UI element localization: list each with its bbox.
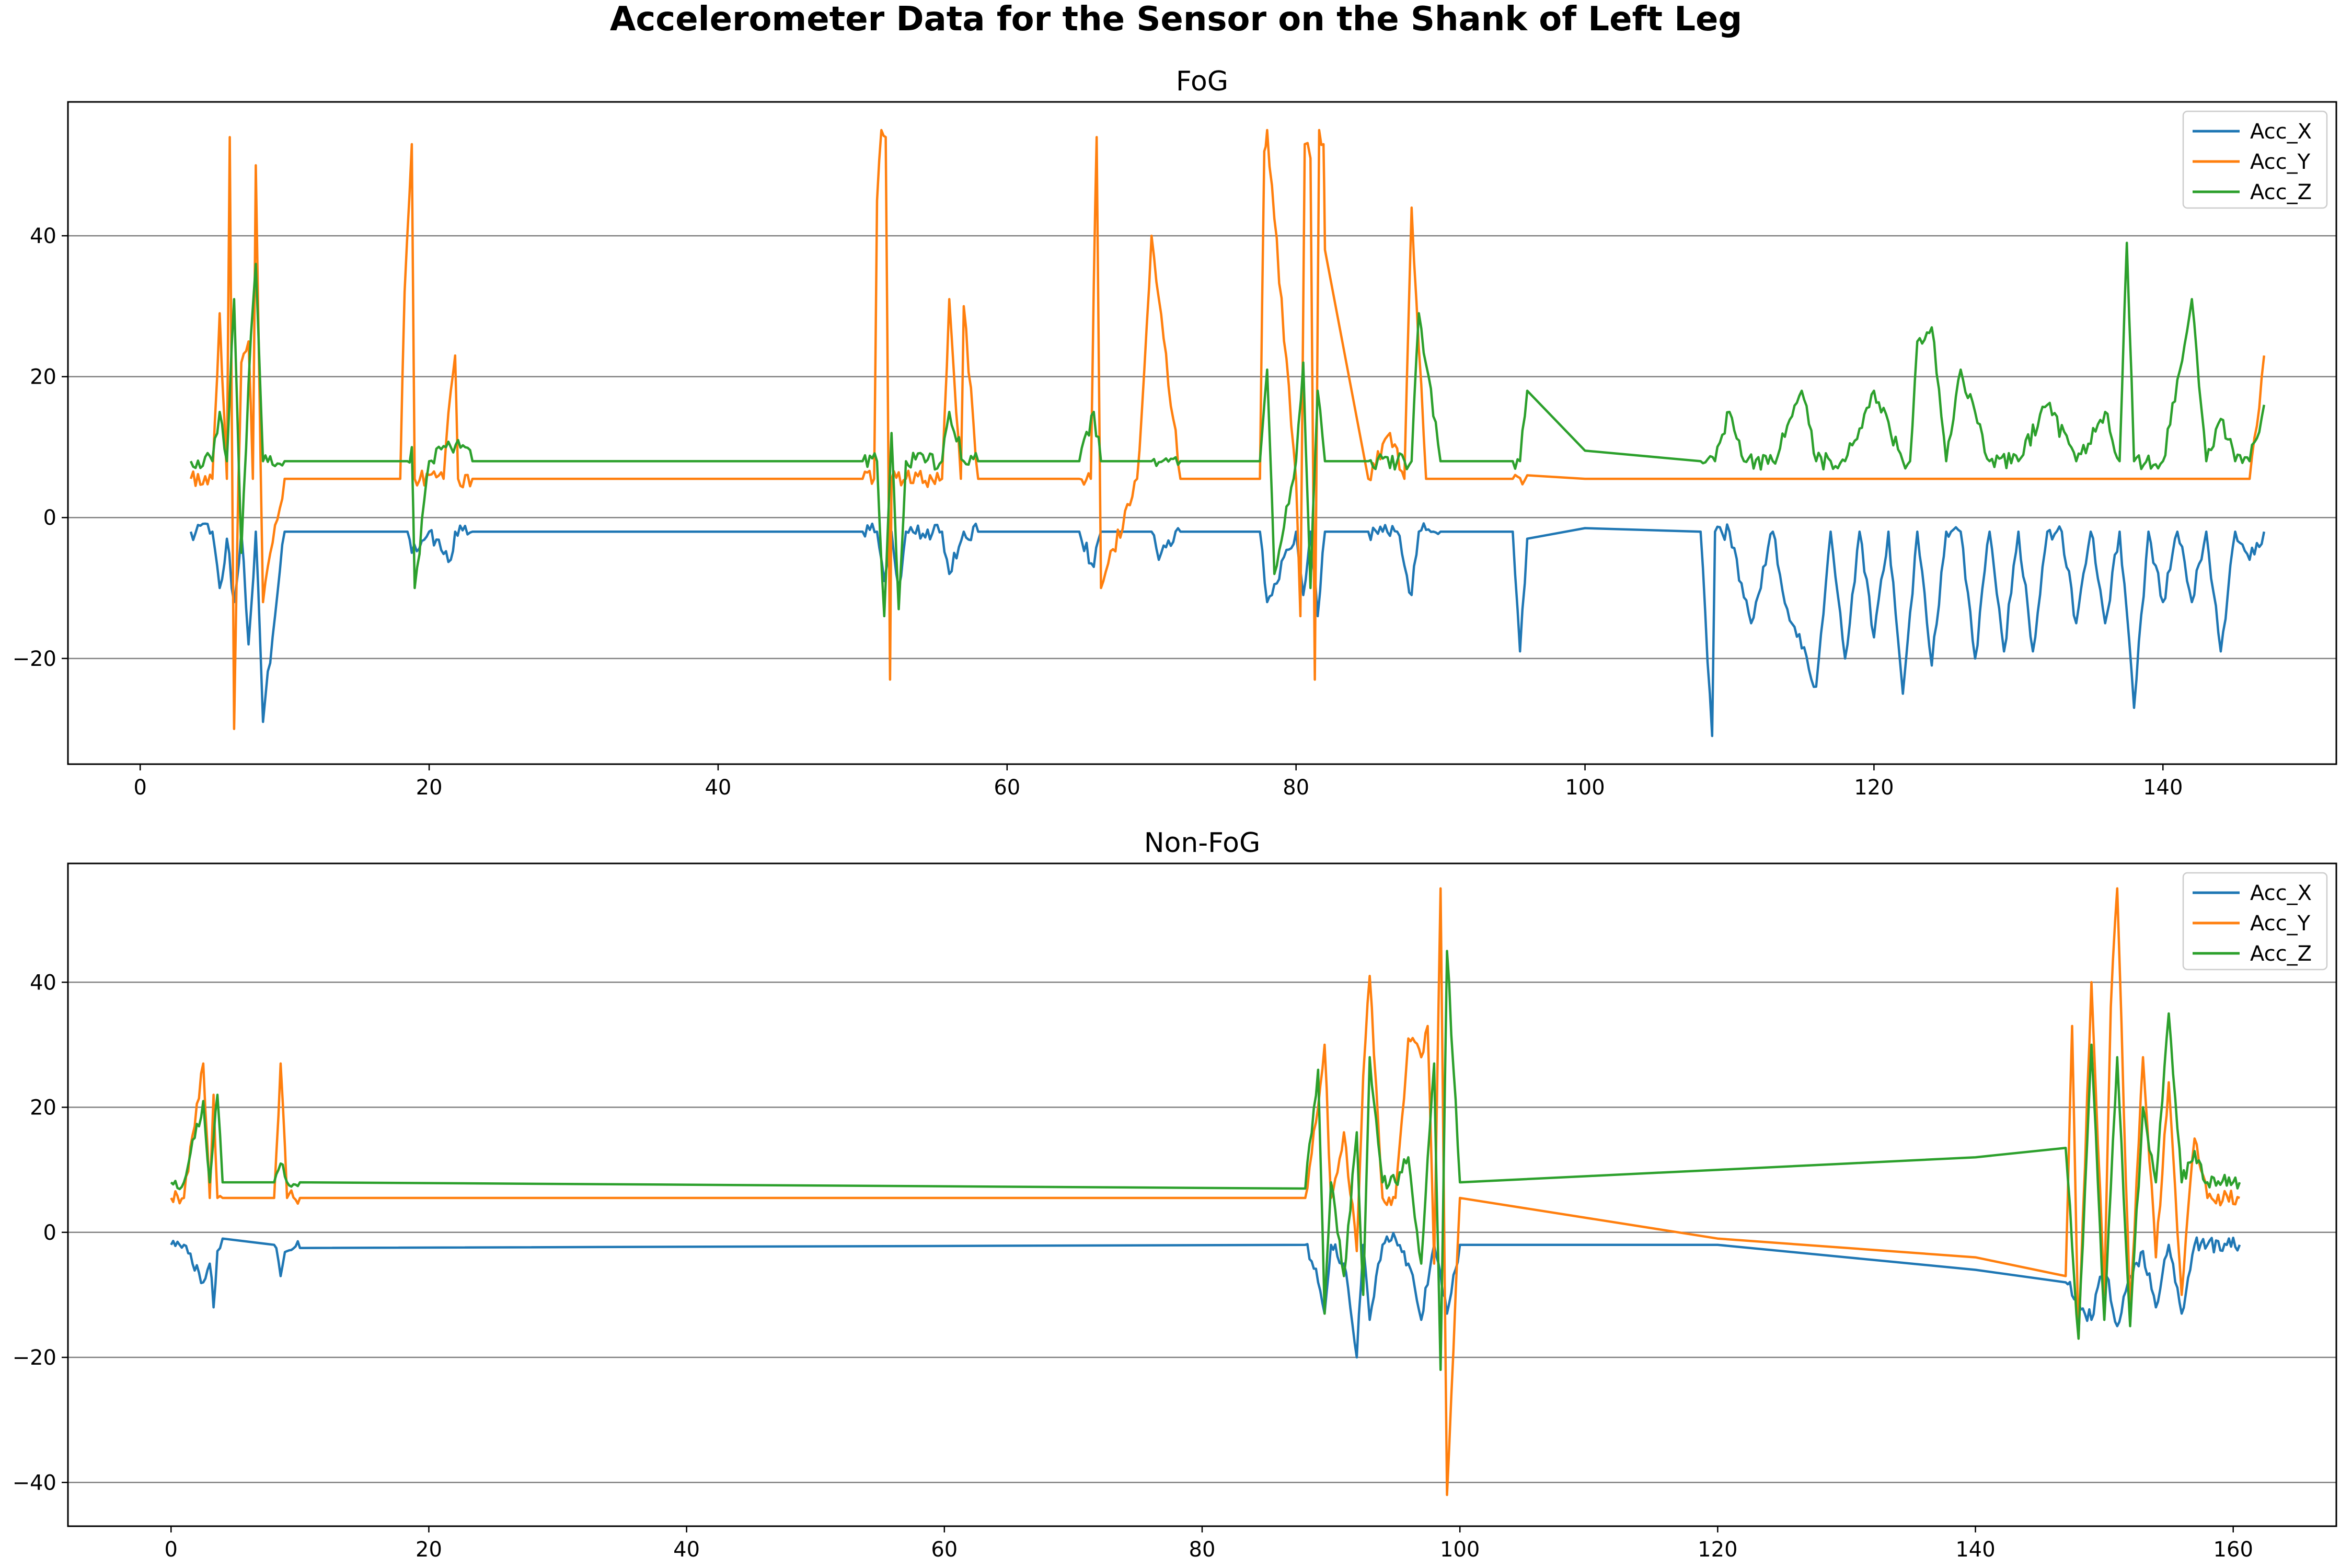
y-tick-label: 40 [30,971,56,995]
x-tick-label: 120 [1698,1538,1737,1562]
series-line-acc-x [189,522,2266,737]
y-tick-label: −20 [13,1346,56,1370]
series-line-acc-z [189,241,2266,618]
x-tick-label: 140 [1955,1538,1995,1562]
x-tick-label: 80 [1189,1538,1216,1562]
series-line-acc-y [189,129,2266,730]
legend-box [2182,110,2328,209]
panel-title: Non-FoG [1144,827,1261,859]
legend-label: Acc_Y [2250,150,2311,174]
x-tick-label: 60 [994,776,1020,800]
plot-area [170,887,2241,1496]
x-tick-label: 100 [1565,776,1605,800]
y-tick-label: −40 [13,1471,56,1495]
plot-frame [67,101,2337,765]
x-tick-label: 100 [1440,1538,1480,1562]
legend: Acc_X Acc_Y Acc_Z [2182,872,2328,971]
y-tick-label: −20 [13,647,56,671]
x-tick-label: 40 [705,776,731,800]
x-tick-label: 20 [416,776,443,800]
legend-label: Acc_X [2250,120,2312,144]
x-tick-label: 0 [165,1538,178,1562]
legend-label: Acc_Y [2250,912,2311,936]
y-tick-label: 40 [30,224,56,248]
figure-title: Accelerometer Data for the Sensor on the… [610,0,1742,39]
legend: Acc_X Acc_Y Acc_Z [2182,110,2328,209]
x-tick-label: 20 [416,1538,442,1562]
plot-frame [67,862,2337,1527]
y-tick-label: 0 [43,1221,56,1245]
x-tick-label: 60 [931,1538,958,1562]
y-tick-label: 20 [30,365,56,389]
legend-label: Acc_Z [2250,180,2312,204]
x-tick-label: 80 [1283,776,1309,800]
panel-title: FoG [1176,66,1228,97]
x-tick-label: 140 [2143,776,2183,800]
plot-area [189,129,2266,737]
legend-label: Acc_X [2250,881,2312,905]
x-tick-label: 120 [1854,776,1894,800]
y-tick-label: 0 [43,506,56,530]
series-line-acc-y [170,887,2240,1496]
y-tick-label: 20 [30,1096,56,1120]
x-tick-label: 160 [2213,1538,2253,1562]
x-tick-label: 0 [133,776,146,800]
legend-label: Acc_Z [2250,942,2312,966]
series-line-acc-z [170,950,2241,1371]
non-fog-panel: Non-FoG −40 −20 0 20 40 0 20 40 60 80 100 120 140 160 A… [13,827,2337,1562]
legend-box [2182,872,2328,971]
x-tick-label: 40 [673,1538,700,1562]
